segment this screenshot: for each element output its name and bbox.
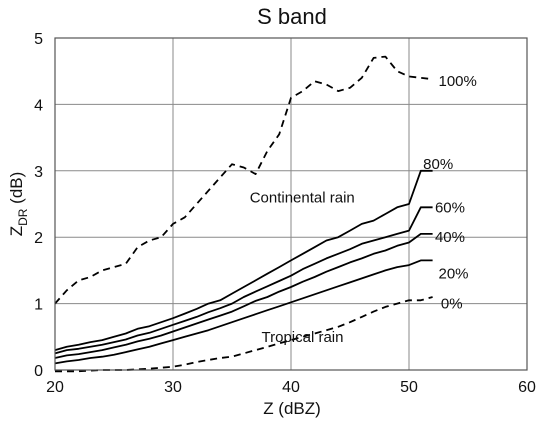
series-line-5: [55, 296, 433, 373]
y-axis-label-sub: DR: [16, 208, 30, 226]
series-line-2: [54, 206, 433, 355]
series-label: 40%: [435, 229, 465, 246]
series-label: 100%: [439, 73, 477, 90]
y-tick-label: 5: [34, 31, 43, 48]
series-line-0: [54, 55, 433, 305]
chart-title: S band: [257, 4, 327, 29]
x-tick-label: 50: [400, 379, 418, 396]
annotation-text: Continental rain: [250, 189, 355, 206]
x-tick-labels: 20 30 40 50 60: [46, 379, 536, 396]
y-tick-label: 1: [34, 297, 43, 314]
y-axis-label-unit: (dB): [7, 172, 26, 209]
series-lines: [54, 55, 433, 373]
y-tick-labels: 0 1 2 3 4 5: [34, 31, 43, 380]
series-label: 0%: [441, 296, 463, 313]
series-label: 20%: [439, 266, 469, 283]
annotation-text: Tropical rain: [262, 329, 344, 346]
series-label: 80%: [423, 156, 453, 173]
annotations: Continental rain Tropical rain: [250, 189, 355, 345]
grid-lines: [55, 38, 527, 370]
series-labels: 100% 80% 60% 40% 20% 0%: [423, 73, 477, 312]
series-line-4: [54, 259, 433, 365]
y-tick-label: 4: [34, 97, 43, 114]
y-axis-label-main: Z: [7, 226, 26, 236]
series-line-3: [54, 233, 433, 359]
x-axis-label: Z (dBZ): [263, 399, 321, 418]
x-tick-label: 60: [518, 379, 536, 396]
y-tick-label: 3: [34, 164, 43, 181]
y-tick-label: 0: [34, 363, 43, 380]
x-tick-label: 20: [46, 379, 64, 396]
y-tick-label: 2: [34, 230, 43, 247]
series-line-1: [54, 169, 433, 351]
y-axis-label: ZDR (dB): [7, 172, 30, 237]
x-tick-label: 40: [282, 379, 300, 396]
series-label: 60%: [435, 199, 465, 216]
x-tick-label: 30: [164, 379, 182, 396]
plot-frame: [54, 37, 528, 371]
